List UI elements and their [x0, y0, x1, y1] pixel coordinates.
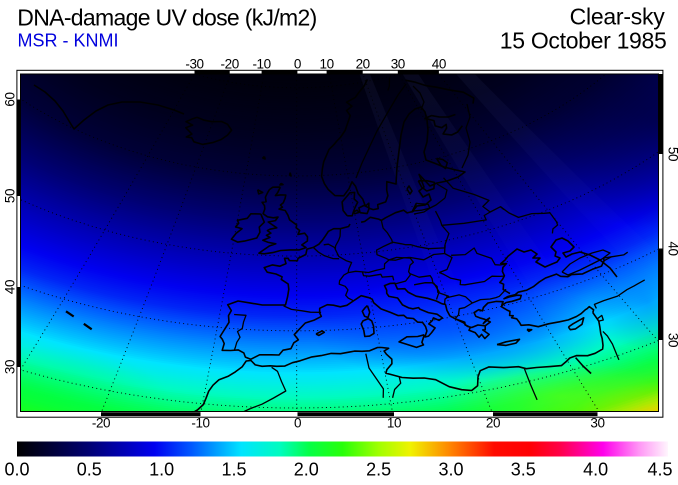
svg-text:60: 60: [3, 92, 18, 106]
svg-text:2.0: 2.0: [294, 460, 319, 480]
svg-text:15 October 1985: 15 October 1985: [500, 28, 667, 54]
svg-text:-30: -30: [185, 57, 203, 72]
svg-text:1.5: 1.5: [221, 460, 246, 480]
svg-text:3.5: 3.5: [511, 460, 536, 480]
svg-text:-10: -10: [252, 57, 270, 72]
svg-text:10: 10: [319, 57, 333, 72]
svg-text:30: 30: [590, 416, 604, 431]
svg-text:MSR - KNMI: MSR - KNMI: [18, 31, 119, 51]
svg-text:50: 50: [3, 189, 18, 203]
svg-text:4.0: 4.0: [583, 460, 608, 480]
svg-text:50: 50: [666, 147, 678, 161]
svg-text:40: 40: [432, 57, 446, 72]
svg-text:-10: -10: [191, 416, 209, 431]
svg-text:30: 30: [3, 360, 18, 374]
svg-text:30: 30: [391, 57, 405, 72]
svg-text:40: 40: [666, 241, 678, 255]
svg-text:30: 30: [666, 333, 678, 347]
svg-text:20: 20: [486, 416, 500, 431]
svg-text:Clear-sky: Clear-sky: [570, 4, 666, 30]
svg-text:2.5: 2.5: [366, 460, 391, 480]
svg-text:20: 20: [356, 57, 370, 72]
svg-text:10: 10: [387, 416, 401, 431]
svg-text:40: 40: [3, 280, 18, 294]
svg-text:-20: -20: [92, 416, 110, 431]
svg-text:DNA-damage UV dose (kJ/m2): DNA-damage UV dose (kJ/m2): [17, 5, 316, 31]
svg-text:-20: -20: [221, 57, 239, 72]
svg-text:0.5: 0.5: [77, 460, 102, 480]
svg-text:0: 0: [294, 57, 301, 72]
svg-text:0: 0: [294, 416, 301, 431]
svg-text:0.0: 0.0: [4, 460, 29, 480]
svg-text:1.0: 1.0: [149, 460, 174, 480]
svg-text:3.0: 3.0: [438, 460, 463, 480]
svg-text:4.5: 4.5: [647, 460, 672, 480]
